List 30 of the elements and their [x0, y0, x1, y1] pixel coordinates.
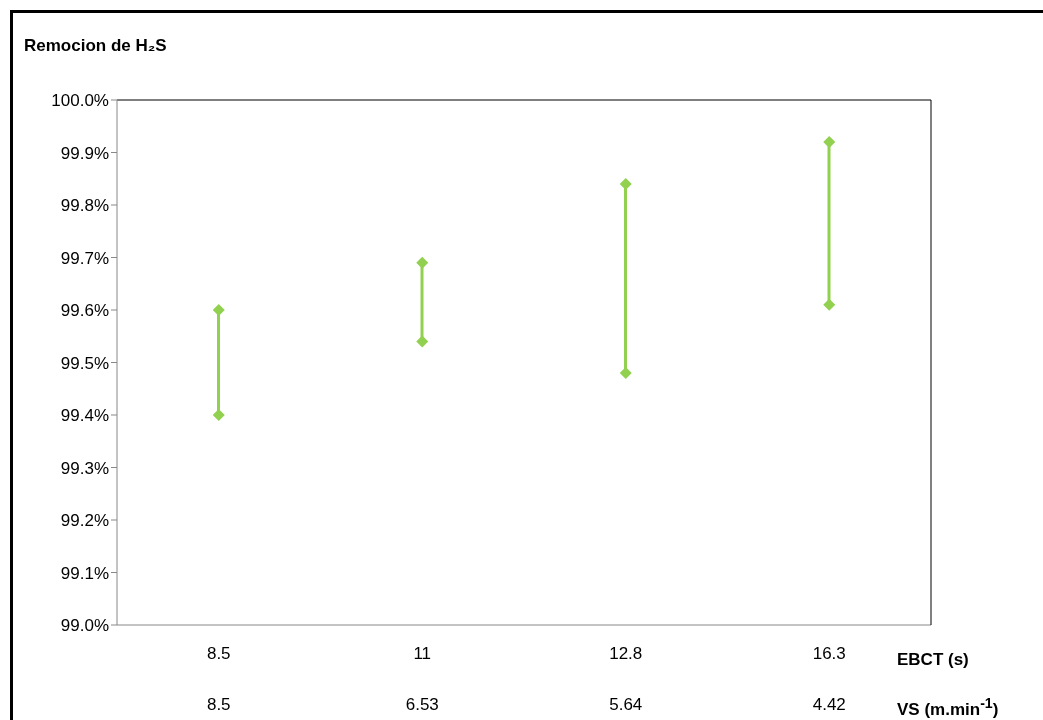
- x-tick-label: 16.3: [812, 644, 846, 664]
- chart-title: Remocion de H₂S: [24, 36, 167, 56]
- text: 8.5: [205, 695, 232, 715]
- point: [823, 136, 836, 148]
- y-tick-label: 99.4%: [60, 406, 109, 426]
- y-tick-label: 99.9%: [60, 143, 109, 163]
- y-tick-label: 99.5%: [60, 353, 109, 373]
- point: [619, 367, 632, 379]
- y-tick-label: 99.0%: [60, 616, 109, 636]
- point: [619, 178, 632, 190]
- y-tick-label: 99.8%: [60, 196, 109, 216]
- y-tick-label: 99.2%: [60, 511, 109, 531]
- point: [212, 409, 225, 421]
- y-tick-label: 100.0%: [51, 91, 109, 111]
- y-tick-label: 99.1%: [60, 563, 109, 583]
- point: [416, 335, 429, 348]
- x-tick-label: 12.8: [609, 644, 643, 664]
- x-axis-title: EBCT (s): [897, 650, 969, 670]
- text: 4.42: [811, 695, 847, 715]
- point: [416, 256, 429, 269]
- x-tick-label: 8.5: [206, 644, 231, 664]
- text: 6.53: [404, 695, 440, 715]
- text: 5.64: [608, 695, 644, 715]
- y-tick-label: 99.7%: [60, 248, 109, 268]
- y-tick-label: 99.3%: [60, 458, 109, 478]
- y-tick-label: 99.6%: [60, 301, 109, 321]
- x-tick-label: 11: [413, 644, 432, 664]
- point: [823, 298, 836, 311]
- text: VS (m.min$^{-1}$): [897, 695, 999, 720]
- point: [212, 304, 225, 316]
